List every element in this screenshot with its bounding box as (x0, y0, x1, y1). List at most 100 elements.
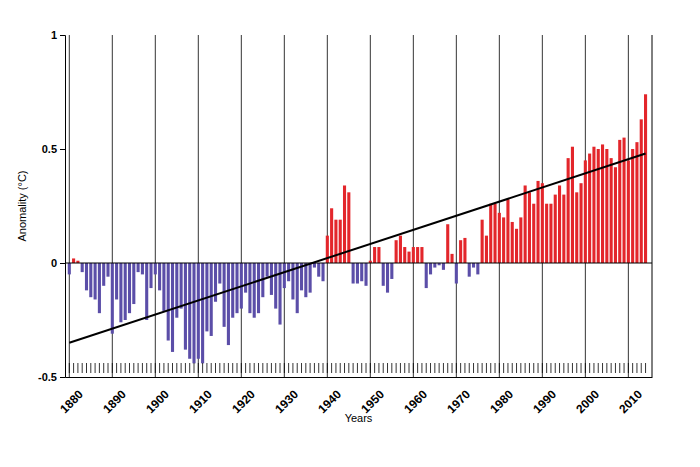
y-tick-label: -0.5 (38, 371, 57, 383)
minor-tick (327, 363, 328, 373)
x-axis: 1880189019001910192019301940195019601970… (57, 377, 652, 416)
bar (502, 217, 505, 263)
x-tick-label: 2010 (616, 387, 645, 416)
bar (463, 238, 466, 263)
minor-tick (645, 363, 646, 373)
minor-tick (555, 363, 556, 373)
x-tick: 1890 (100, 377, 129, 416)
bar (433, 263, 436, 268)
bar (257, 263, 260, 313)
minor-tick (503, 363, 504, 373)
minor-tick (168, 363, 169, 373)
minor-tick (142, 363, 143, 373)
bar (218, 263, 221, 284)
minor-tick (163, 363, 164, 373)
minor-tick (499, 363, 500, 373)
bar (536, 181, 539, 263)
bar (137, 263, 140, 272)
bar (154, 263, 157, 274)
x-tick: 1950 (358, 377, 387, 416)
minor-tick (598, 363, 599, 373)
bar (571, 147, 574, 263)
x-tick-label: 1970 (444, 387, 473, 416)
x-tick-label: 1960 (401, 387, 430, 416)
minor-tick (159, 363, 160, 373)
bar (223, 263, 226, 327)
bar (356, 263, 359, 284)
bar (330, 208, 333, 263)
minor-tick (353, 363, 354, 373)
minor-tick (241, 363, 242, 373)
bar (455, 263, 458, 284)
minor-tick (456, 363, 457, 373)
bar (485, 236, 488, 263)
bar (128, 263, 131, 313)
bar (119, 263, 122, 322)
minor-tick (288, 363, 289, 373)
bar (489, 204, 492, 263)
minor-tick (378, 363, 379, 373)
minor-tick (120, 363, 121, 373)
grid-line (499, 35, 500, 377)
bar (184, 263, 187, 350)
trend-line (69, 154, 645, 343)
bar (468, 263, 471, 277)
bar (627, 160, 630, 263)
bar (640, 119, 643, 263)
minor-tick (151, 363, 152, 373)
bar (429, 263, 432, 274)
bar (506, 199, 509, 263)
bar (274, 263, 277, 309)
minor-tick (546, 363, 547, 373)
bar (425, 263, 428, 288)
bar (528, 192, 531, 263)
bar (68, 263, 71, 274)
y-tick: 1 (51, 29, 65, 41)
x-tick-label: 1920 (229, 387, 258, 416)
minor-tick (77, 363, 78, 373)
bar (317, 263, 320, 277)
bar (635, 142, 638, 263)
minor-tick (383, 363, 384, 373)
bar (248, 263, 251, 313)
bar (124, 263, 127, 320)
bar (541, 183, 544, 263)
y-axis-title: Anomality (°C) (16, 170, 28, 241)
y-tick-mark (60, 35, 65, 36)
bar (515, 229, 518, 263)
bar (81, 263, 84, 272)
minor-tick (426, 363, 427, 373)
bar (390, 263, 393, 279)
bar (270, 263, 273, 295)
y-tick-mark (60, 149, 65, 150)
minor-tick (469, 363, 470, 373)
chart: -0.500.511880189019001910192019301940195… (0, 0, 700, 467)
minor-tick (211, 363, 212, 373)
minor-tick (447, 363, 448, 373)
minor-tick (439, 363, 440, 373)
minor-tick (585, 363, 586, 373)
minor-tick (529, 363, 530, 373)
x-tick: 1960 (401, 377, 430, 416)
minor-tick (284, 363, 285, 373)
bar (588, 154, 591, 263)
bar (442, 263, 445, 270)
minor-tick (477, 363, 478, 373)
x-tick-label: 1990 (530, 387, 559, 416)
x-tick: 1980 (487, 377, 516, 416)
y-axis: -0.500.51 (38, 29, 65, 383)
minor-tick (189, 363, 190, 373)
x-tick: 2000 (573, 377, 602, 416)
minor-tick (249, 363, 250, 373)
minor-tick (361, 363, 362, 373)
bar (321, 263, 324, 281)
bar (610, 158, 613, 263)
bar (524, 185, 527, 263)
bar (309, 263, 312, 293)
grid-line (413, 35, 414, 377)
x-axis-line (66, 377, 653, 378)
bar (446, 224, 449, 263)
minor-tick (396, 363, 397, 373)
bar (579, 183, 582, 263)
bar (296, 263, 299, 313)
